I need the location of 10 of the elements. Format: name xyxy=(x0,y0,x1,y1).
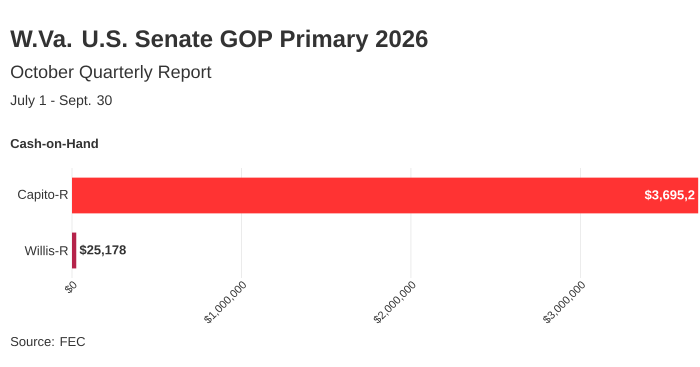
data-label: $25,178 xyxy=(80,244,126,256)
data-label: $3,695,2 xyxy=(644,190,694,202)
y-tick-label: Capito-R xyxy=(18,189,68,202)
source-note: Source: FEC xyxy=(10,336,86,346)
text: July 1 - Sept. 30 xyxy=(10,94,112,108)
text: Cash-on-Hand xyxy=(10,138,98,148)
chart-title: W.Va. U.S. Senate GOP Primary 2026 xyxy=(10,30,428,52)
y-tick-label: Willis-R xyxy=(24,246,68,256)
x-tick-label: $0 xyxy=(64,281,76,293)
chart-subtitle: October Quarterly Report xyxy=(11,64,212,82)
